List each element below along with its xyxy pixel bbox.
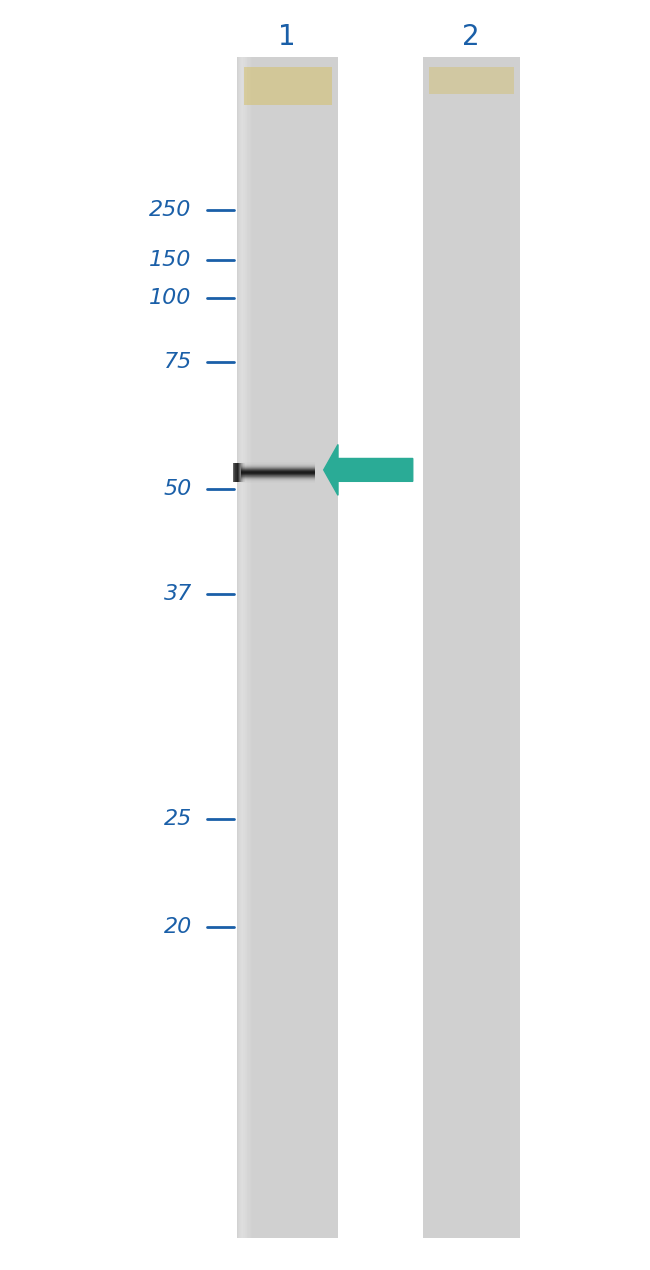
Bar [244, 57, 250, 1238]
Bar [240, 464, 245, 481]
Bar [244, 67, 332, 105]
Bar [246, 57, 251, 1238]
Bar [234, 464, 239, 481]
Bar [246, 57, 252, 1238]
Bar [235, 464, 240, 481]
Bar [241, 57, 246, 1238]
Text: 50: 50 [164, 479, 192, 499]
Bar [233, 464, 239, 481]
Bar [239, 57, 243, 1238]
Bar [239, 464, 244, 481]
Bar [247, 57, 252, 1238]
Bar [239, 57, 244, 1238]
Text: 100: 100 [150, 288, 192, 309]
Bar [240, 57, 245, 1238]
Bar [242, 57, 248, 1238]
Bar [244, 57, 249, 1238]
Bar [252, 57, 257, 1238]
Bar [242, 57, 247, 1238]
Bar [250, 57, 255, 1238]
Bar [429, 67, 514, 94]
Bar [422, 57, 520, 1238]
Bar [245, 57, 250, 1238]
Bar [249, 57, 254, 1238]
Bar [250, 57, 255, 1238]
Bar [238, 464, 243, 481]
Bar [252, 57, 256, 1238]
Bar [237, 57, 338, 1238]
Bar [239, 57, 244, 1238]
Bar [248, 57, 253, 1238]
FancyArrow shape [324, 444, 413, 495]
Text: 2: 2 [462, 23, 480, 51]
Text: 150: 150 [150, 250, 192, 271]
Text: 37: 37 [164, 584, 192, 605]
Bar [252, 57, 257, 1238]
Bar [233, 464, 238, 481]
Bar [237, 464, 242, 481]
Bar [236, 464, 241, 481]
Text: 250: 250 [150, 199, 192, 220]
Bar [236, 464, 241, 481]
Bar [251, 57, 256, 1238]
Bar [240, 464, 245, 481]
Bar [239, 464, 244, 481]
Bar [246, 57, 251, 1238]
Bar [237, 57, 242, 1238]
Bar [248, 57, 254, 1238]
Text: 75: 75 [164, 352, 192, 372]
Bar [235, 464, 240, 481]
Bar [235, 464, 240, 481]
Bar [237, 464, 242, 481]
Text: 1: 1 [278, 23, 296, 51]
Bar [249, 57, 254, 1238]
Text: 25: 25 [164, 809, 192, 829]
Text: 20: 20 [164, 917, 192, 937]
Bar [238, 464, 243, 481]
Bar [238, 57, 243, 1238]
Bar [240, 57, 246, 1238]
Bar [239, 464, 244, 481]
Bar [243, 57, 248, 1238]
Bar [233, 464, 239, 481]
Bar [237, 464, 242, 481]
Bar [241, 57, 246, 1238]
Bar [244, 57, 248, 1238]
Bar [234, 464, 239, 481]
